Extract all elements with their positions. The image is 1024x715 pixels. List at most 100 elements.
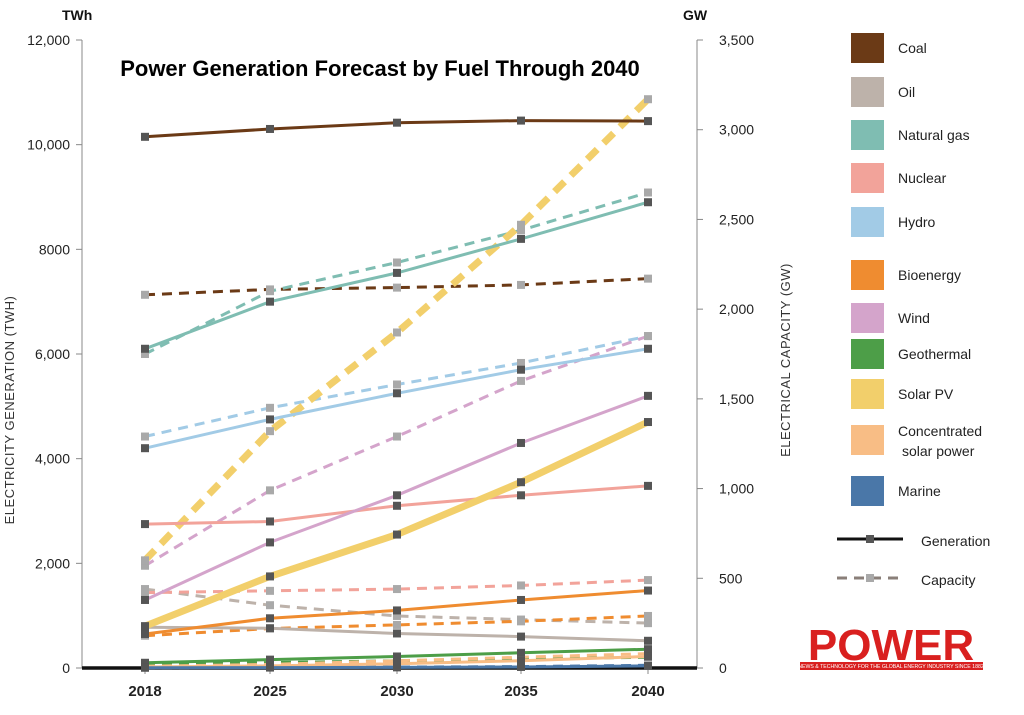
oil-generation-point	[644, 636, 652, 645]
solar-pv-capacity-point	[393, 328, 401, 337]
logo-tagline-bar	[800, 662, 983, 670]
wind-generation-point	[266, 538, 274, 547]
legend-label: Concentrated	[898, 423, 982, 439]
wind-capacity-point	[644, 332, 652, 341]
nuclear-generation-point	[644, 481, 652, 490]
coal-capacity-point	[393, 283, 401, 292]
legend-label: Oil	[898, 84, 915, 100]
wind-generation-point	[393, 491, 401, 500]
oil-generation-point	[266, 624, 274, 633]
y2-tick-label: 3,000	[719, 122, 754, 138]
solar-pv-capacity-point	[644, 95, 652, 104]
oil-capacity-point	[266, 601, 274, 610]
y2-tick-label: 1,500	[719, 391, 754, 407]
x-tick-label: 2035	[504, 683, 537, 700]
natural-gas-generation-point	[393, 268, 401, 277]
bioenergy-capacity-point	[517, 617, 525, 626]
bioenergy-capacity-point	[644, 611, 652, 620]
legend-label: Marine	[898, 483, 941, 499]
oil-generation-point	[393, 629, 401, 638]
natural-gas-generation-point	[266, 297, 274, 306]
solar-pv-generation-point	[266, 572, 274, 581]
marine-generation-point	[393, 663, 401, 672]
hydro-capacity-point	[141, 432, 149, 441]
bioenergy-generation-point	[517, 595, 525, 604]
solar-pv-generation-point	[517, 478, 525, 487]
bioenergy-generation-point	[644, 586, 652, 595]
solar-pv-capacity-line	[142, 96, 651, 563]
generation-legend-marker	[866, 535, 874, 543]
generation-legend-label: Generation	[921, 533, 990, 549]
chart-title: Power Generation Forecast by Fuel Throug…	[120, 56, 640, 81]
plot-area	[141, 95, 652, 672]
legend-swatch	[851, 260, 884, 290]
legend-label: Wind	[898, 310, 930, 326]
axes: 0 2,000 4,000 6,000 8000 10,000 12,000 0 500 1,00…	[27, 32, 754, 700]
legend-swatch	[851, 77, 884, 107]
y-tick-label: 4,000	[35, 451, 70, 467]
y2-tick-label: 500	[719, 570, 743, 586]
hydro-generation-point	[141, 444, 149, 453]
coal-generation-point	[517, 116, 525, 125]
hydro-capacity-point	[266, 403, 274, 412]
x-tick-label: 2040	[631, 683, 664, 700]
x-tick-label: 2025	[253, 683, 286, 700]
legend-swatch	[851, 207, 884, 237]
natural-gas-capacity-point	[644, 188, 652, 197]
hydro-generation-point	[517, 365, 525, 374]
legend-label-line2: solar power	[902, 443, 975, 459]
logo-tagline: NEWS & TECHNOLOGY FOR THE GLOBAL ENERGY …	[798, 664, 984, 670]
legend-label: Bioenergy	[898, 267, 961, 283]
nuclear-generation-point	[517, 491, 525, 500]
y2-tick-label: 0	[719, 660, 727, 676]
right-axis-label: ELECTRICAL CAPACITY (GW)	[778, 263, 793, 457]
nuclear-capacity-point	[393, 585, 401, 594]
wind-generation-point	[141, 595, 149, 604]
wind-capacity-point	[141, 561, 149, 570]
x-tick-label: 2018	[128, 683, 161, 700]
natural-gas-generation-point	[517, 234, 525, 243]
nuclear-capacity-point	[266, 586, 274, 595]
hydro-generation-point	[393, 389, 401, 398]
geothermal-generation-point	[266, 655, 274, 664]
wind-generation-point	[517, 438, 525, 447]
wind-generation-point	[644, 391, 652, 400]
y-tick-label: 8000	[39, 241, 70, 257]
y2-tick-label: 2,500	[719, 211, 754, 227]
solar-pv-capacity-point	[141, 556, 149, 565]
natural-gas-capacity-line	[144, 191, 649, 356]
hydro-generation-point	[644, 344, 652, 353]
geothermal-generation-point	[393, 652, 401, 661]
nuclear-capacity-point	[517, 581, 525, 590]
line-style-legend: Generation Capacity	[837, 533, 990, 588]
logo-text: POWER	[808, 621, 974, 670]
legend-label: Geothermal	[898, 346, 971, 362]
natural-gas-generation-point	[644, 198, 652, 207]
legend-swatch	[851, 33, 884, 63]
wind-capacity-line	[144, 334, 649, 567]
marine-generation-point	[517, 662, 525, 671]
legend-swatch	[851, 303, 884, 333]
solar-pv-capacity-point	[266, 427, 274, 436]
wind-capacity-point	[393, 432, 401, 441]
natural-gas-capacity-point	[141, 350, 149, 358]
legend-label: Hydro	[898, 214, 936, 230]
legend-label: Solar PV	[898, 386, 954, 402]
solar-pv-generation-point	[393, 530, 401, 539]
x-tick-label: 2030	[380, 683, 413, 700]
oil-generation-point	[517, 632, 525, 641]
coal-capacity-point	[644, 274, 652, 283]
legend-swatch	[851, 476, 884, 506]
y2-tick-label: 1,000	[719, 481, 754, 497]
bioenergy-generation-point	[393, 606, 401, 615]
wind-capacity-point	[266, 486, 274, 495]
geothermal-generation-point	[141, 658, 149, 667]
coal-generation-point	[393, 118, 401, 127]
y-tick-label: 0	[62, 660, 70, 676]
natural-gas-capacity-point	[393, 258, 401, 267]
nuclear-capacity-point	[141, 588, 149, 597]
solar-pv-generation-point	[644, 418, 652, 427]
bioenergy-capacity-point	[393, 620, 401, 629]
natural-gas-generation-point	[141, 344, 149, 353]
